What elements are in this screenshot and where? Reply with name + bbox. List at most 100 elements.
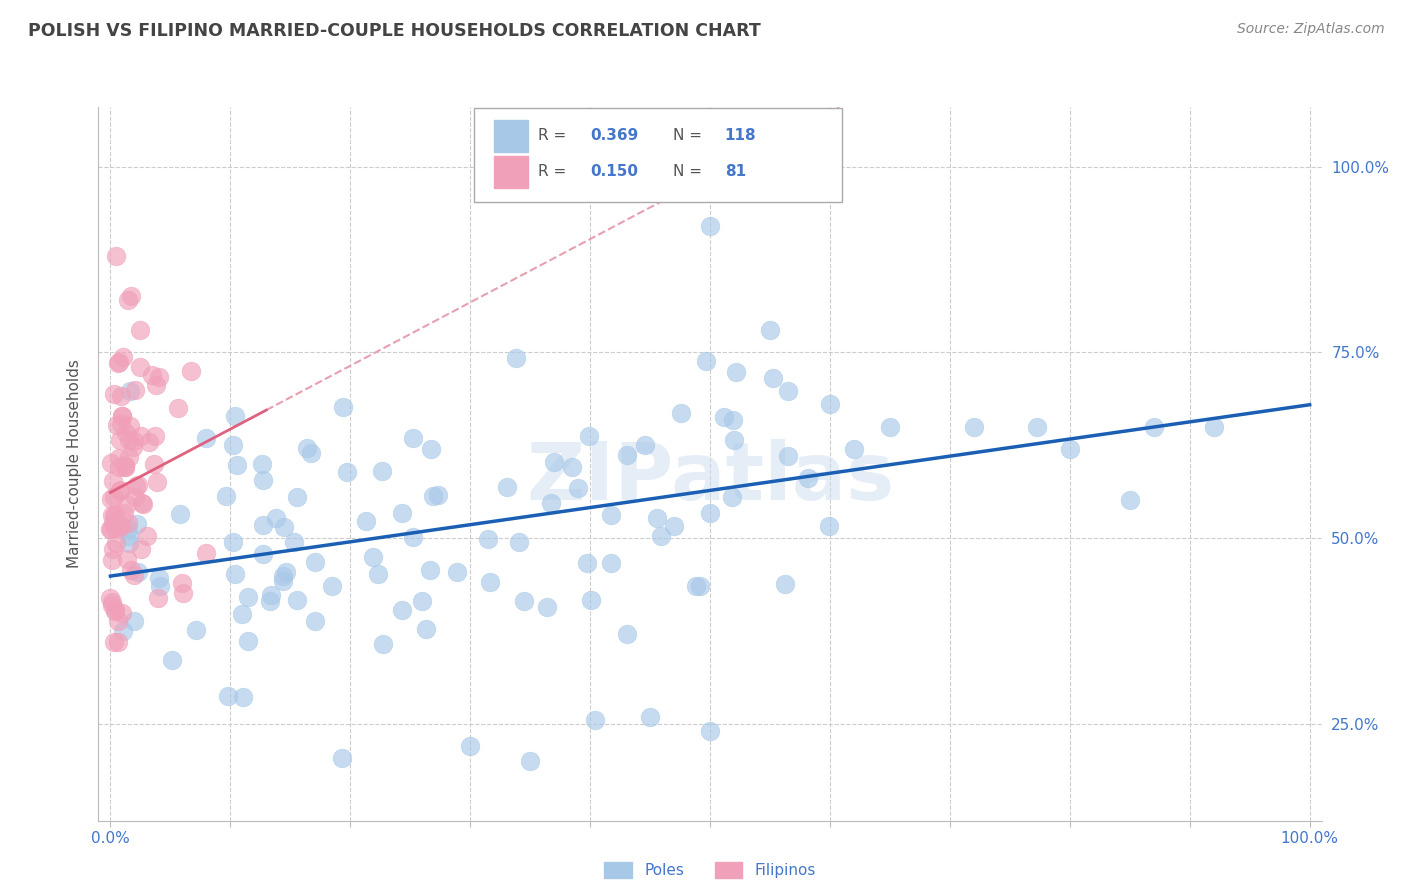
- Point: [100, 491, 122, 506]
- Point: [575, 556, 598, 570]
- Point: [411, 593, 433, 607]
- Point: [108, 355, 131, 369]
- Point: [295, 442, 318, 456]
- Point: [273, 520, 295, 534]
- Point: [111, 409, 134, 423]
- Point: [699, 219, 721, 233]
- Point: [1143, 419, 1166, 434]
- Point: [108, 451, 131, 466]
- Point: [634, 438, 657, 452]
- Point: [664, 518, 686, 533]
- Point: [125, 516, 148, 531]
- Point: [285, 490, 308, 504]
- Point: [508, 535, 530, 549]
- FancyBboxPatch shape: [494, 155, 527, 187]
- Text: N =: N =: [673, 164, 707, 179]
- Point: [776, 449, 799, 463]
- Point: [100, 522, 122, 536]
- Point: [195, 546, 218, 560]
- Point: [103, 635, 125, 649]
- Point: [122, 614, 145, 628]
- Point: [578, 429, 600, 443]
- Text: 0.369: 0.369: [591, 128, 638, 144]
- Point: [818, 397, 841, 411]
- Point: [224, 409, 246, 423]
- Point: [585, 713, 607, 727]
- Point: [321, 579, 343, 593]
- Point: [172, 575, 194, 590]
- Point: [110, 519, 132, 533]
- Y-axis label: Married-couple Households: Married-couple Households: [67, 359, 83, 568]
- Point: [124, 434, 146, 448]
- Point: [169, 508, 191, 522]
- Text: ZIPatlas: ZIPatlas: [526, 439, 894, 517]
- Point: [479, 575, 502, 590]
- Point: [797, 471, 820, 485]
- Point: [614, 182, 637, 196]
- Point: [650, 529, 672, 543]
- Point: [567, 481, 589, 495]
- Point: [143, 429, 166, 443]
- Point: [108, 483, 131, 497]
- Point: [616, 448, 638, 462]
- Point: [145, 378, 167, 392]
- Point: [104, 603, 127, 617]
- Point: [1202, 419, 1225, 434]
- Point: [105, 417, 128, 432]
- Point: [129, 323, 152, 337]
- Point: [215, 489, 238, 503]
- Point: [446, 565, 468, 579]
- Point: [963, 419, 986, 434]
- Point: [127, 565, 149, 579]
- Point: [1118, 492, 1140, 507]
- Point: [100, 599, 122, 613]
- Point: [299, 445, 322, 459]
- Point: [110, 417, 132, 431]
- Point: [477, 532, 499, 546]
- Point: [561, 460, 583, 475]
- Point: [669, 406, 692, 420]
- Point: [103, 475, 125, 489]
- Point: [217, 690, 239, 704]
- Point: [419, 563, 441, 577]
- Point: [225, 458, 247, 472]
- Point: [120, 289, 142, 303]
- Point: [600, 508, 623, 522]
- Point: [224, 566, 246, 581]
- Point: [184, 623, 207, 637]
- Point: [402, 432, 425, 446]
- Text: R =: R =: [537, 164, 571, 179]
- Point: [105, 249, 128, 263]
- Point: [120, 563, 142, 577]
- Text: R =: R =: [537, 128, 571, 144]
- Point: [118, 536, 141, 550]
- Legend: Poles, Filipinos: Poles, Filipinos: [599, 856, 821, 884]
- Point: [721, 413, 744, 427]
- Point: [773, 576, 796, 591]
- Point: [271, 569, 294, 583]
- Point: [367, 566, 389, 581]
- Point: [259, 594, 281, 608]
- Point: [103, 509, 125, 524]
- Point: [422, 489, 444, 503]
- Point: [222, 438, 245, 452]
- Point: [579, 593, 602, 607]
- Point: [103, 516, 125, 530]
- FancyBboxPatch shape: [494, 120, 527, 152]
- Point: [110, 389, 132, 403]
- Point: [117, 523, 139, 537]
- Point: [117, 293, 139, 308]
- Point: [818, 519, 841, 533]
- Point: [172, 586, 194, 600]
- Point: [304, 614, 326, 628]
- Point: [124, 490, 146, 504]
- Point: [100, 508, 122, 523]
- Point: [336, 465, 359, 479]
- Point: [543, 455, 565, 469]
- Point: [285, 592, 308, 607]
- Point: [505, 351, 527, 365]
- Text: Source: ZipAtlas.com: Source: ZipAtlas.com: [1237, 22, 1385, 37]
- Point: [143, 457, 166, 471]
- Point: [304, 556, 326, 570]
- Point: [723, 433, 745, 447]
